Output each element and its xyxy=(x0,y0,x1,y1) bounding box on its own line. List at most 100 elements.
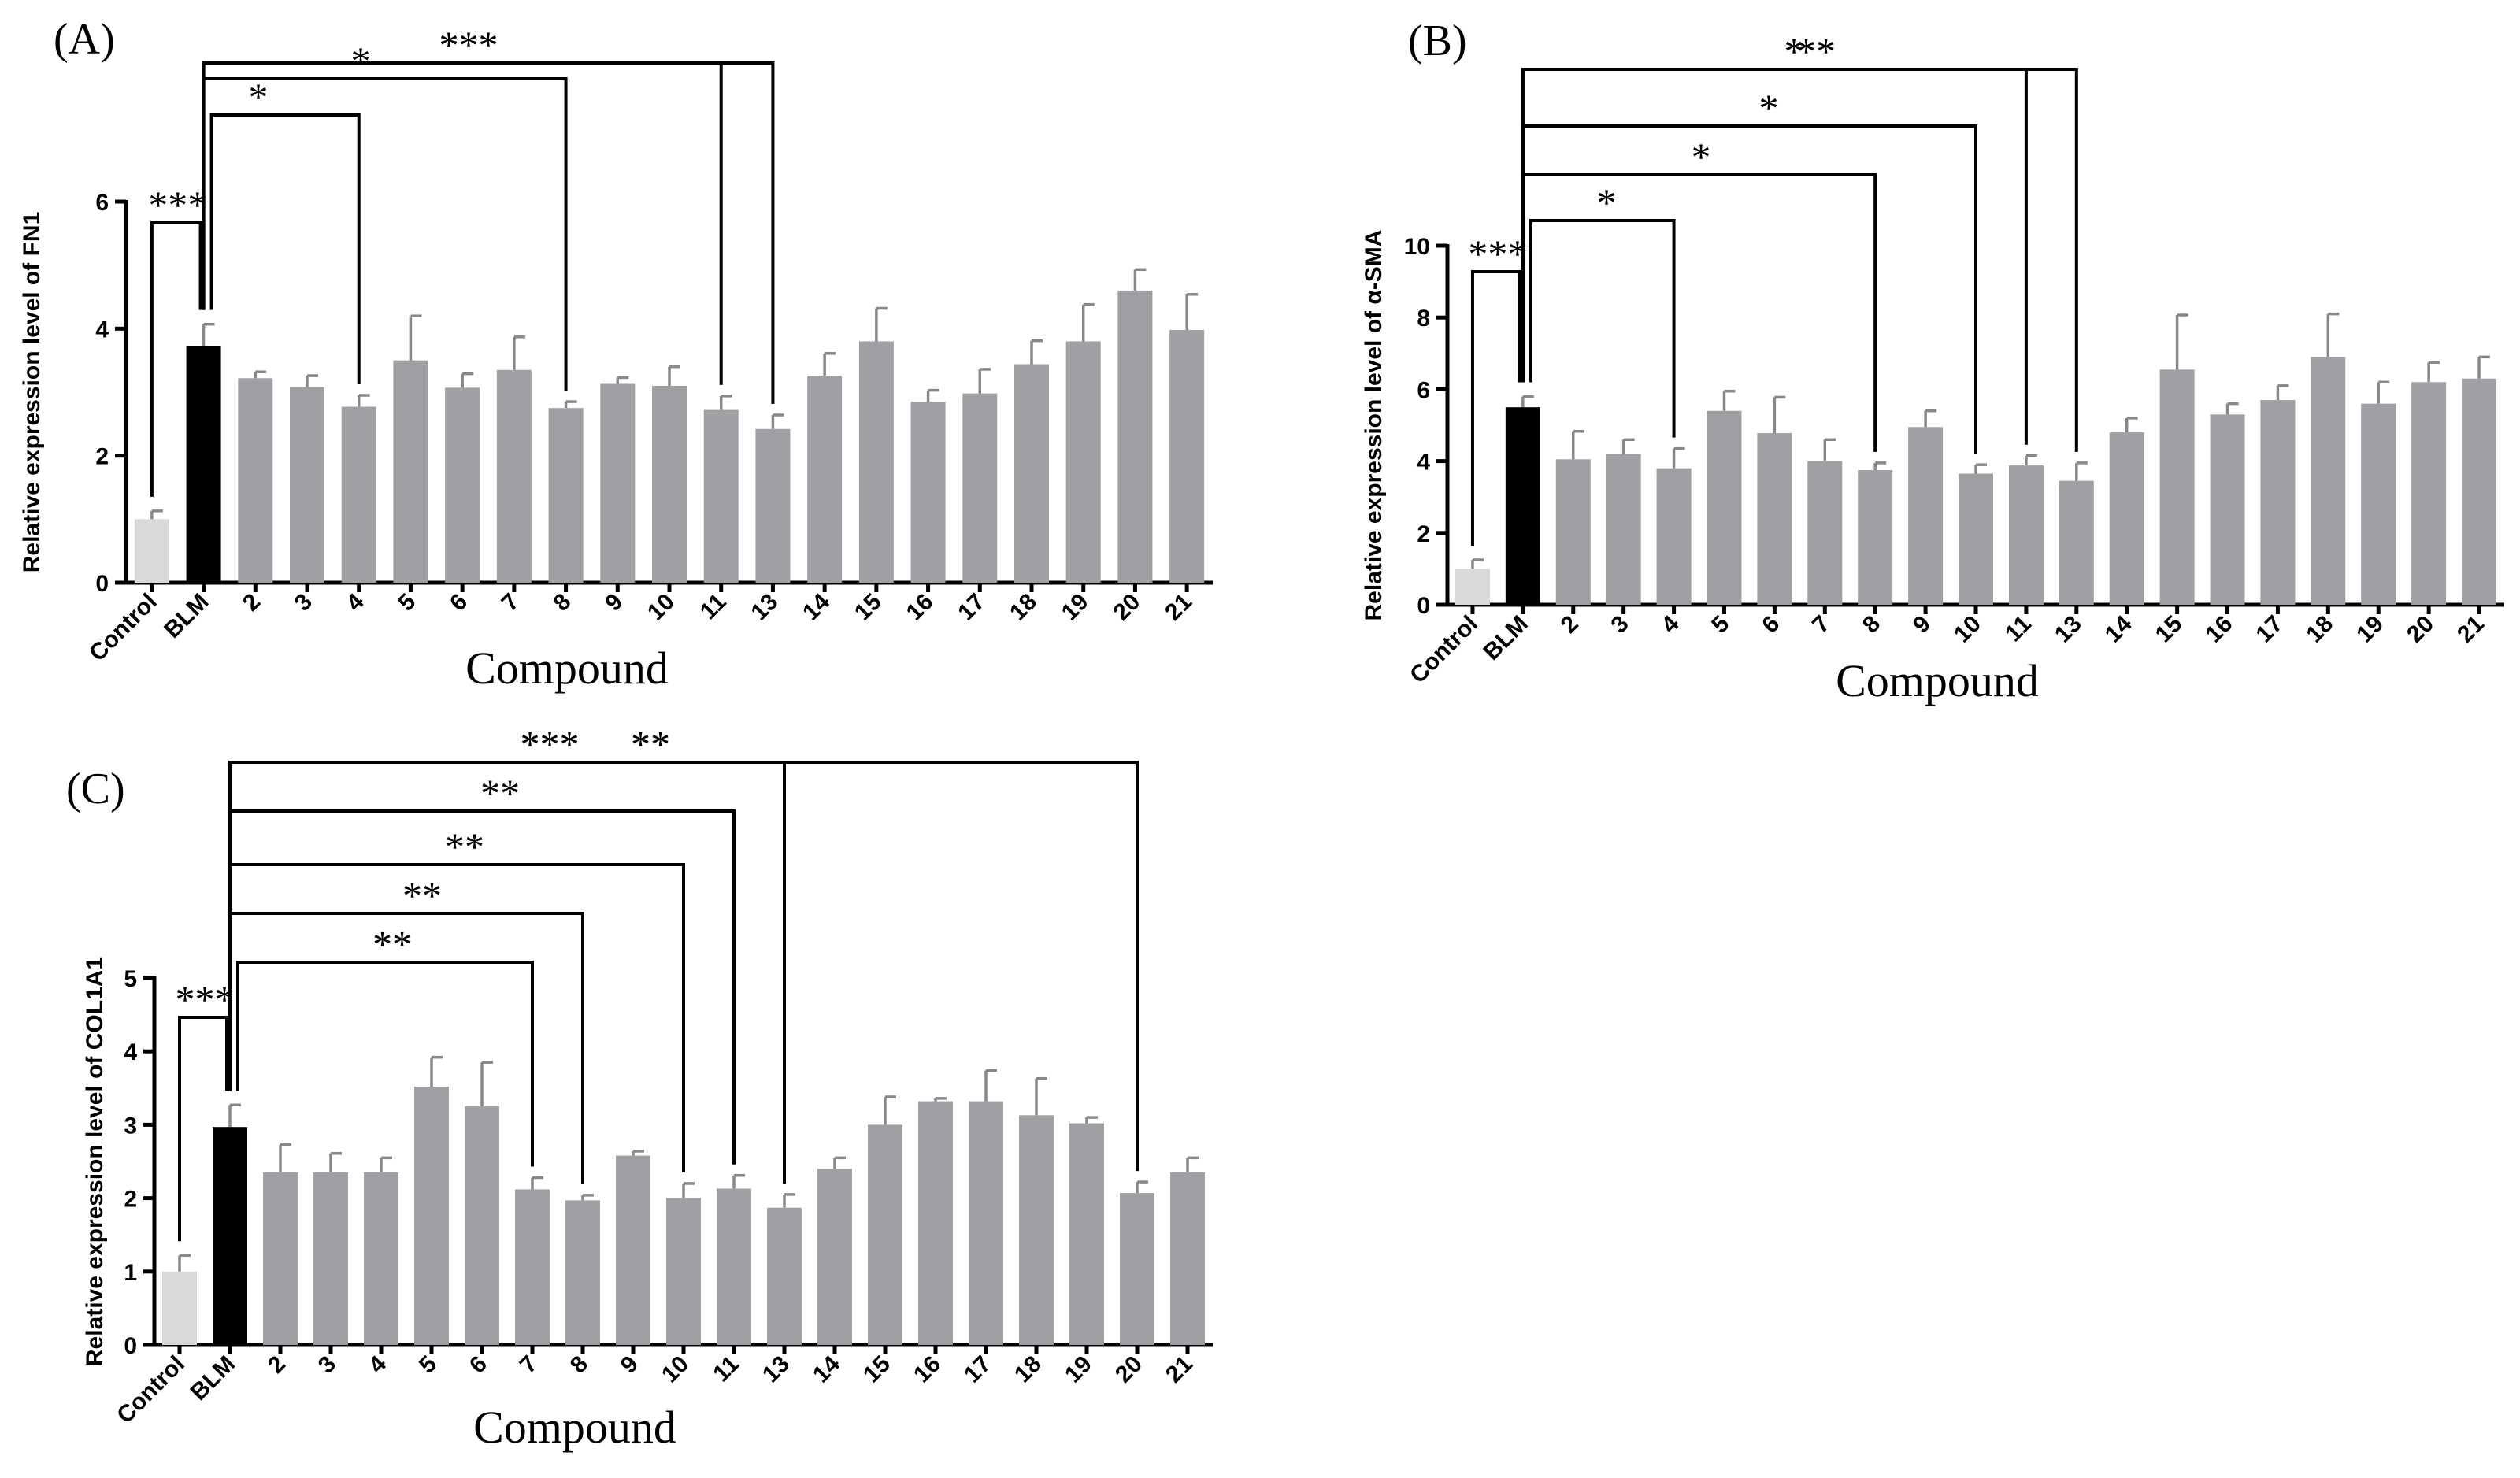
bar-14 xyxy=(807,376,843,583)
significance-bracket xyxy=(150,221,202,497)
bar-4 xyxy=(341,406,376,583)
bar-19 xyxy=(2361,403,2396,605)
bar-21 xyxy=(1170,1172,1205,1345)
x-tick-label: 8 xyxy=(548,589,576,617)
significance-bracket xyxy=(1521,68,2078,452)
significance-label: ** xyxy=(402,873,442,917)
x-tick-label: 20 xyxy=(1108,589,1145,626)
significance-bracket xyxy=(209,113,361,385)
x-tick-label: 9 xyxy=(616,1351,643,1379)
y-tick-label: 4 xyxy=(95,317,109,343)
y-tick-label: 3 xyxy=(124,1113,137,1139)
x-tick-label: 6 xyxy=(445,589,472,617)
y-tick-label: 10 xyxy=(1404,234,1430,260)
significance-label: ** xyxy=(480,771,520,815)
y-axis-label: Relative expression level of COL1A1 xyxy=(82,957,108,1366)
x-tick-label: 11 xyxy=(708,1351,744,1387)
significance-label: * xyxy=(1692,135,1711,179)
significance-bracket xyxy=(236,961,534,1167)
x-tick-label: 14 xyxy=(2100,610,2137,647)
bar-11 xyxy=(703,409,739,583)
x-tick-label: 13 xyxy=(2050,611,2087,648)
significance-bracket xyxy=(228,863,685,1172)
x-tick-label: 15 xyxy=(850,589,887,626)
bar-20 xyxy=(1120,1193,1154,1345)
bar-3 xyxy=(313,1172,348,1345)
x-tick-label: 16 xyxy=(909,1351,946,1388)
bar-6 xyxy=(445,387,480,583)
bar-20 xyxy=(2411,382,2447,605)
bar-3 xyxy=(290,387,324,583)
x-tick-label: 4 xyxy=(364,1350,391,1378)
y-tick-label: 6 xyxy=(95,190,109,216)
x-tick-label: 4 xyxy=(342,588,369,616)
x-tick-label: 9 xyxy=(1908,611,1936,639)
significance-label: *** xyxy=(521,722,580,766)
x-tick-label: 2 xyxy=(238,589,265,617)
bar-16 xyxy=(910,402,946,583)
x-tick-label: 21 xyxy=(1160,589,1197,626)
significance-label: ** xyxy=(1796,29,1836,73)
x-tick-label: 8 xyxy=(565,1351,593,1379)
x-tick-label: 11 xyxy=(695,589,732,625)
y-tick-label: 5 xyxy=(124,966,137,992)
x-tick-label: 16 xyxy=(2201,611,2238,648)
bar-2 xyxy=(263,1172,298,1345)
x-tick-label: 19 xyxy=(2351,611,2388,648)
x-tick-label: 15 xyxy=(858,1351,895,1388)
bar-20 xyxy=(1117,290,1153,583)
x-tick-label: 5 xyxy=(393,589,421,617)
x-tick-label: BLM xyxy=(1479,611,1533,665)
panel-label: (A) xyxy=(54,15,115,64)
significance-bracket xyxy=(202,61,723,385)
significance-label: ** xyxy=(631,722,670,766)
bar-10 xyxy=(1959,473,1993,605)
significance-label: * xyxy=(1759,86,1779,130)
x-axis-label: Compound xyxy=(465,643,669,694)
bar-21 xyxy=(1169,329,1205,583)
bar-13 xyxy=(767,1207,802,1345)
bar-6 xyxy=(465,1106,499,1345)
bar-5 xyxy=(414,1086,449,1345)
bar-8 xyxy=(565,1200,600,1345)
x-tick-label: 10 xyxy=(1949,611,1986,648)
x-tick-label: 20 xyxy=(2402,611,2439,648)
panel-label: (B) xyxy=(1408,17,1467,65)
x-tick-label: 5 xyxy=(414,1351,442,1379)
significance-bracket xyxy=(202,61,775,405)
bar-19 xyxy=(1065,341,1101,583)
x-tick-label: 21 xyxy=(1161,1351,1198,1388)
bar-blm xyxy=(1505,407,1540,605)
x-tick-label: 16 xyxy=(902,589,939,626)
bar-17 xyxy=(969,1101,1003,1345)
x-tick-label: 18 xyxy=(1005,589,1042,626)
significance-bracket xyxy=(228,761,786,1184)
x-tick-label: 14 xyxy=(808,1350,845,1387)
x-tick-label: 14 xyxy=(798,588,835,625)
panel-a: (A) 0 2 4 6 Relative expression level of FN1 C… xyxy=(19,15,1213,694)
bar-6 xyxy=(1757,433,1792,605)
bar-18 xyxy=(1014,364,1049,583)
bar-21 xyxy=(2462,378,2497,605)
significance-bracket xyxy=(1521,173,1877,452)
bar-4 xyxy=(364,1172,398,1345)
x-tick-label: 2 xyxy=(263,1351,291,1379)
x-tick-label: 7 xyxy=(1807,611,1835,639)
x-tick-label: 3 xyxy=(290,589,317,617)
x-tick-label: 13 xyxy=(758,1351,795,1388)
bar-blm xyxy=(213,1127,247,1345)
bar-11 xyxy=(717,1188,751,1345)
bar-control xyxy=(1455,569,1490,605)
bar-5 xyxy=(393,360,428,583)
bar-9 xyxy=(616,1155,650,1345)
x-tick-label: 18 xyxy=(1010,1351,1047,1388)
y-tick-label: 0 xyxy=(1417,593,1430,619)
bar-control xyxy=(134,519,169,583)
x-tick-label: BLM xyxy=(159,589,213,643)
x-tick-label: 7 xyxy=(515,1351,543,1379)
x-tick-label: 17 xyxy=(959,1351,996,1388)
y-tick-label: 0 xyxy=(124,1333,137,1359)
bar-15 xyxy=(858,341,894,583)
